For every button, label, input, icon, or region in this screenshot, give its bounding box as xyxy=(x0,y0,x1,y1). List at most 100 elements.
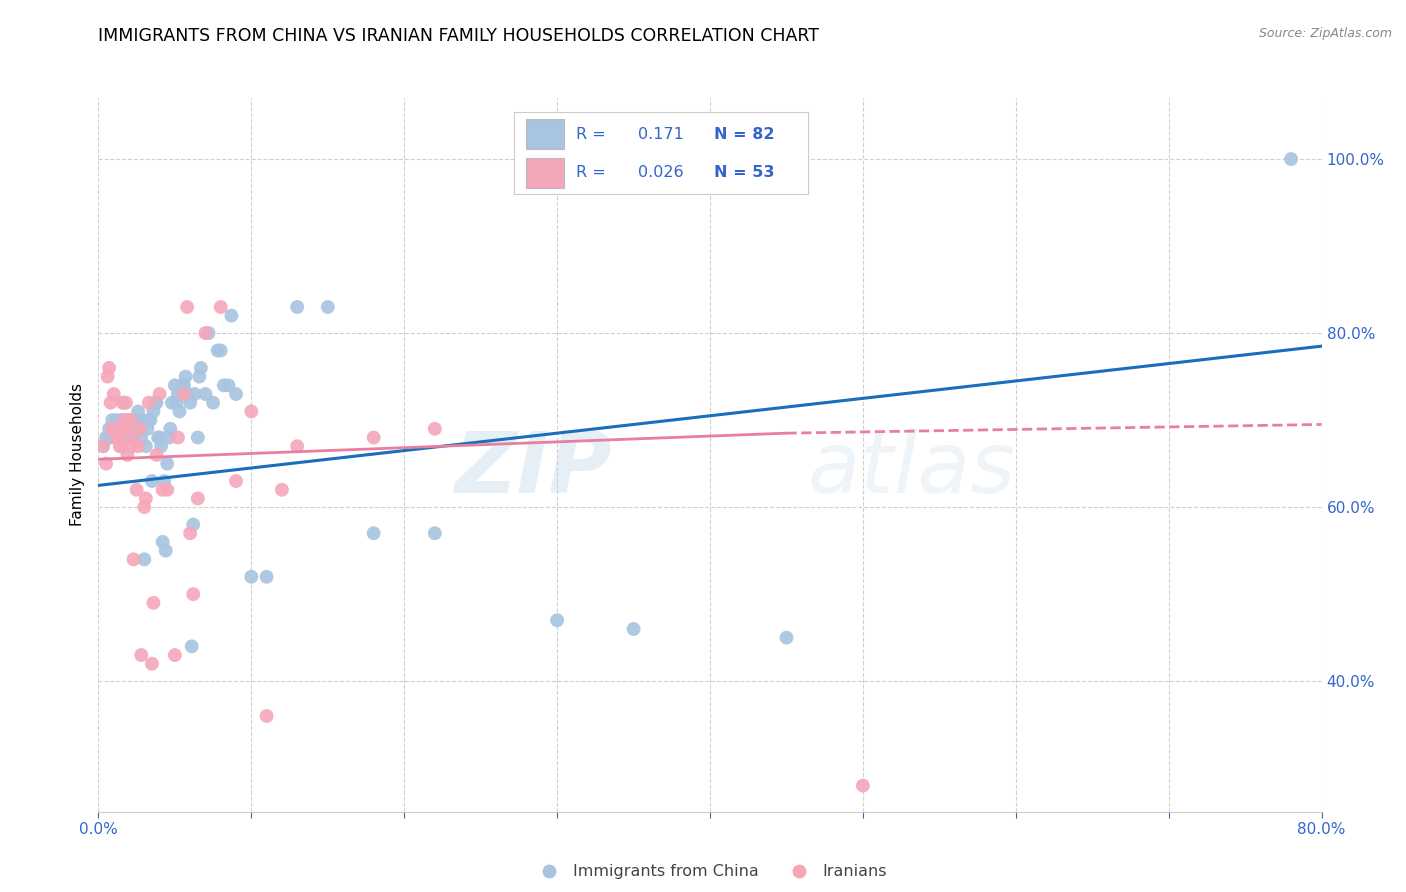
Point xyxy=(256,570,278,584)
Point xyxy=(167,387,190,401)
Point xyxy=(104,422,127,436)
Point xyxy=(153,474,176,488)
Point xyxy=(107,430,129,444)
Point xyxy=(128,422,150,436)
Point xyxy=(176,387,198,401)
Point xyxy=(163,378,186,392)
Point xyxy=(112,413,135,427)
Point xyxy=(180,640,202,654)
Point xyxy=(146,430,169,444)
Point xyxy=(187,491,209,506)
Point xyxy=(188,369,211,384)
Point xyxy=(101,413,124,427)
Point xyxy=(111,430,134,444)
Point xyxy=(159,422,181,436)
Point xyxy=(169,404,191,418)
Point xyxy=(179,526,201,541)
Point xyxy=(127,439,149,453)
Point xyxy=(94,457,117,471)
Point xyxy=(104,422,127,436)
Point xyxy=(285,300,308,314)
Point xyxy=(129,648,152,662)
Point xyxy=(122,413,145,427)
Point xyxy=(149,430,172,444)
Point xyxy=(132,413,155,427)
Point xyxy=(152,535,174,549)
Point xyxy=(209,343,232,358)
Point xyxy=(120,413,142,427)
Point xyxy=(221,309,243,323)
Point xyxy=(138,413,160,427)
Point xyxy=(111,422,134,436)
Point xyxy=(108,422,131,436)
Point xyxy=(134,552,156,566)
Point xyxy=(118,413,141,427)
Point xyxy=(150,439,173,453)
Point xyxy=(156,483,179,497)
Point xyxy=(225,387,247,401)
Point xyxy=(172,378,194,392)
Point xyxy=(115,395,138,409)
Point xyxy=(120,430,142,444)
Point xyxy=(173,387,195,401)
Point xyxy=(101,422,124,436)
Point xyxy=(94,430,117,444)
Point xyxy=(623,622,645,636)
Point xyxy=(184,387,207,401)
Point xyxy=(121,430,143,444)
Point xyxy=(363,526,385,541)
Point xyxy=(363,430,385,444)
Point xyxy=(91,439,114,453)
Point xyxy=(316,300,339,314)
Point xyxy=(167,430,190,444)
Point xyxy=(423,422,446,436)
Point xyxy=(117,422,139,436)
Point xyxy=(202,395,225,409)
Point xyxy=(121,439,143,453)
Point xyxy=(142,596,165,610)
Point xyxy=(129,430,152,444)
Point xyxy=(110,439,132,453)
Point xyxy=(190,360,212,375)
Point xyxy=(139,413,162,427)
Point xyxy=(179,395,201,409)
Point xyxy=(111,395,134,409)
Point xyxy=(98,360,121,375)
Point xyxy=(136,422,159,436)
Point xyxy=(142,404,165,418)
Point xyxy=(100,430,122,444)
Point xyxy=(176,300,198,314)
Point xyxy=(181,517,204,532)
Text: ZIP: ZIP xyxy=(454,427,612,511)
Point xyxy=(212,378,235,392)
Point xyxy=(135,439,157,453)
Point xyxy=(122,552,145,566)
Point xyxy=(270,483,292,497)
Point xyxy=(165,395,187,409)
Y-axis label: Family Households: Family Households xyxy=(69,384,84,526)
Point xyxy=(98,422,121,436)
Point xyxy=(160,395,183,409)
Point xyxy=(103,430,125,444)
Point xyxy=(225,474,247,488)
Point xyxy=(187,430,209,444)
Text: Source: ZipAtlas.com: Source: ZipAtlas.com xyxy=(1258,27,1392,40)
Point xyxy=(240,570,263,584)
Point xyxy=(240,404,263,418)
Point xyxy=(115,422,138,436)
Point xyxy=(91,439,114,453)
Point xyxy=(141,474,163,488)
Point xyxy=(134,500,156,515)
Point xyxy=(103,387,125,401)
Point xyxy=(149,387,172,401)
Text: atlas: atlas xyxy=(808,427,1017,511)
Point xyxy=(173,378,195,392)
Point xyxy=(197,326,219,340)
Point xyxy=(124,422,146,436)
Point xyxy=(1279,152,1302,166)
Text: IMMIGRANTS FROM CHINA VS IRANIAN FAMILY HOUSEHOLDS CORRELATION CHART: IMMIGRANTS FROM CHINA VS IRANIAN FAMILY … xyxy=(98,27,820,45)
Point xyxy=(115,413,138,427)
Point xyxy=(157,430,180,444)
Point xyxy=(117,448,139,462)
Point xyxy=(156,457,179,471)
